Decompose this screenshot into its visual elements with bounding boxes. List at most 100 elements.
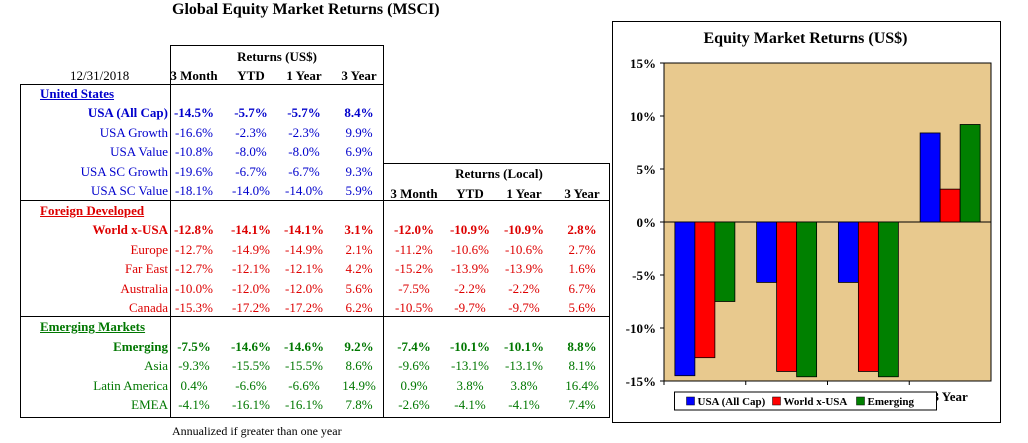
local-col-header: 3 Month xyxy=(390,186,438,201)
section-header: Foreign Developed xyxy=(40,202,145,218)
legend-swatch xyxy=(686,396,695,406)
usd-value: -10.0% xyxy=(175,280,213,296)
usd-value: -15.3% xyxy=(175,299,213,315)
local-value: -9.6% xyxy=(398,358,430,374)
local-value: -10.9% xyxy=(503,222,545,238)
local-value: 3.8% xyxy=(510,377,538,393)
local-value: 2.7% xyxy=(568,241,596,257)
local-value: -4.1% xyxy=(454,397,486,413)
local-value: 0.9% xyxy=(400,377,428,393)
section-divider-2 xyxy=(20,316,610,318)
local-value: -9.7% xyxy=(454,299,486,315)
bar xyxy=(674,221,696,377)
local-value: -10.6% xyxy=(505,241,543,257)
returns-local-header: Returns (Local) xyxy=(455,166,543,181)
section-divider-1 xyxy=(20,199,610,201)
usd-value: 5.6% xyxy=(345,280,373,296)
local-value: 7.4% xyxy=(568,397,596,413)
usd-value: 4.2% xyxy=(345,261,373,277)
section-header: United States xyxy=(40,86,115,101)
local-value: -13.1% xyxy=(451,358,489,374)
usd-value: 9.9% xyxy=(345,124,373,140)
local-value: 8.8% xyxy=(567,338,597,354)
local-value: -10.1% xyxy=(503,338,545,354)
local-value: -10.5% xyxy=(395,299,433,315)
header-underline xyxy=(20,84,384,85)
usd-value: 3.1% xyxy=(344,222,374,238)
local-value: 6.7% xyxy=(568,280,596,296)
usd-value: -14.1% xyxy=(283,222,325,238)
usd-box-left xyxy=(170,45,171,417)
row-label: World x-USA xyxy=(92,222,168,238)
bar xyxy=(694,221,716,359)
y-tick-label: 10% xyxy=(630,109,656,124)
row-label: Emerging xyxy=(113,338,168,354)
local-value: -10.9% xyxy=(449,222,491,238)
returns-usd-header: Returns (US$) xyxy=(237,49,317,64)
row-label: USA Value xyxy=(110,144,168,160)
row-label: USA SC Growth xyxy=(80,163,168,179)
usd-col-header: YTD xyxy=(237,68,265,83)
x-tick-label: 3 Year xyxy=(932,389,967,404)
local-value: 3.8% xyxy=(456,377,484,393)
usd-value: -17.2% xyxy=(285,299,323,315)
usd-value: -16.1% xyxy=(285,397,323,413)
usd-value: 2.1% xyxy=(345,241,373,257)
local-value: -12.0% xyxy=(393,222,435,238)
legend-label: Emerging xyxy=(868,396,915,408)
usd-value: -16.6% xyxy=(175,124,213,140)
legend-swatch xyxy=(856,396,865,406)
local-value: -2.2% xyxy=(508,280,540,296)
row-label: Asia xyxy=(144,358,168,374)
local-box-right xyxy=(609,163,610,417)
y-tick-label: 5% xyxy=(637,162,657,177)
usd-value: -14.0% xyxy=(232,183,270,199)
usd-value: -15.5% xyxy=(285,358,323,374)
local-value: -2.6% xyxy=(398,397,430,413)
usd-value: -6.7% xyxy=(288,163,320,179)
usd-value: -14.6% xyxy=(230,338,272,354)
bar xyxy=(857,221,879,372)
y-tick-label: 0% xyxy=(637,215,657,230)
local-box-top xyxy=(383,163,610,164)
usd-value: -7.5% xyxy=(177,338,211,354)
usd-value: -12.8% xyxy=(173,222,215,238)
local-value: 8.1% xyxy=(568,358,596,374)
usd-value: 9.3% xyxy=(345,163,373,179)
local-value: -15.2% xyxy=(395,261,433,277)
bar xyxy=(959,124,981,223)
local-value: -4.1% xyxy=(508,397,540,413)
usd-value: -14.9% xyxy=(232,241,270,257)
row-label: Far East xyxy=(125,261,168,277)
usd-value: -19.6% xyxy=(175,163,213,179)
local-value: -10.1% xyxy=(449,338,491,354)
usd-value: -5.7% xyxy=(234,105,268,121)
local-col-header: 3 Year xyxy=(564,186,600,201)
usd-value: -6.6% xyxy=(235,377,267,393)
usd-value: -2.3% xyxy=(235,124,267,140)
local-value: 16.4% xyxy=(565,377,599,393)
legend-box xyxy=(674,391,937,411)
usd-value: -15.5% xyxy=(232,358,270,374)
usd-value: -14.9% xyxy=(285,241,323,257)
row-label: Australia xyxy=(120,280,168,296)
row-label: USA (All Cap) xyxy=(87,105,168,121)
usd-value: -4.1% xyxy=(178,397,210,413)
local-value: -11.2% xyxy=(395,241,433,257)
y-tick-label: -5% xyxy=(632,268,656,283)
usd-value: -17.2% xyxy=(232,299,270,315)
usd-value: -6.7% xyxy=(235,163,267,179)
usd-value: 5.9% xyxy=(345,183,373,199)
row-label: EMEA xyxy=(131,397,168,413)
usd-value: 8.6% xyxy=(345,358,373,374)
usd-value: -12.1% xyxy=(285,261,323,277)
usd-value: -14.5% xyxy=(173,105,215,121)
section-header: Emerging Markets xyxy=(40,319,146,335)
row-label: USA Growth xyxy=(99,124,168,140)
usd-value: -18.1% xyxy=(175,183,213,199)
usd-value: 9.2% xyxy=(344,338,374,354)
local-value: -2.2% xyxy=(454,280,486,296)
local-value: -13.1% xyxy=(505,358,543,374)
row-label: Europe xyxy=(130,241,168,257)
